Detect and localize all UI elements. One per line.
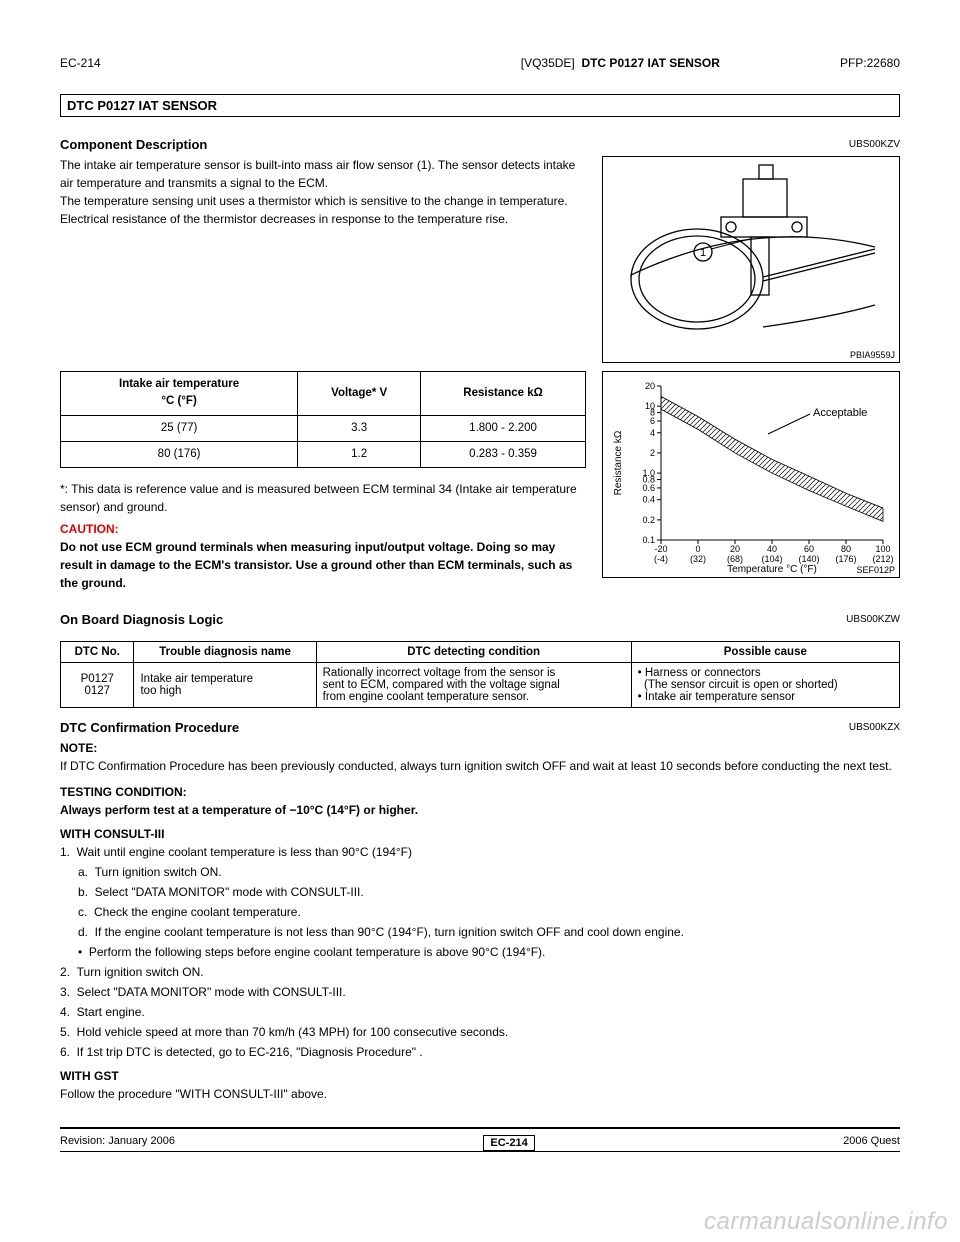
- component-description-text: The intake air temperature sensor is bui…: [60, 156, 586, 363]
- onboard-heading: On Board Diagnosis Logic: [60, 612, 223, 627]
- chart-note-and-table: Intake air temperature °C (°F) Voltage* …: [60, 371, 586, 592]
- svg-text:(68): (68): [727, 554, 743, 564]
- with-gst-heading: WITH GST: [60, 1067, 900, 1085]
- footer-revision: Revision: January 2006: [60, 1135, 175, 1151]
- svg-text:6: 6: [650, 416, 655, 426]
- footer-model: 2006 Quest: [843, 1135, 900, 1151]
- svg-text:Temperature °C (°F): Temperature °C (°F): [727, 564, 817, 575]
- figure-resistance-chart: 201086421.00.80.60.40.20.1Resistance kΩ-…: [602, 371, 900, 578]
- svg-text:Acceptable: Acceptable: [813, 407, 867, 419]
- svg-text:0.2: 0.2: [642, 515, 655, 525]
- svg-text:4: 4: [650, 428, 655, 438]
- steps-list: 1. Wait until engine coolant temperature…: [60, 843, 900, 1061]
- svg-text:(-4): (-4): [654, 554, 668, 564]
- svg-text:-20: -20: [654, 544, 667, 554]
- svg-text:(32): (32): [690, 554, 706, 564]
- confirm-code: UBS00KZX: [849, 722, 900, 739]
- figure-1-label: PBIA9559J: [850, 350, 895, 360]
- caution-text: Do not use ECM ground terminals when mea…: [60, 538, 586, 592]
- gst-text: Follow the procedure "WITH CONSULT-III" …: [60, 1085, 900, 1103]
- section-header: DTC P0127 IAT SENSOR: [60, 94, 900, 117]
- svg-text:Resistance kΩ: Resistance kΩ: [613, 430, 624, 495]
- note-label: NOTE:: [60, 741, 97, 755]
- svg-text:40: 40: [767, 544, 777, 554]
- testing-condition-text: Always perform test at a temperature of …: [60, 801, 900, 819]
- table-row: 80 (176) 1.2 0.283 - 0.359: [61, 441, 586, 467]
- figure-2-label: SEF012P: [856, 565, 895, 575]
- component-desc-heading: Component Description: [60, 137, 207, 152]
- svg-text:60: 60: [804, 544, 814, 554]
- svg-text:0.4: 0.4: [642, 495, 655, 505]
- spec-hdr-temp: Intake air temperature °C (°F): [61, 372, 298, 416]
- svg-text:20: 20: [645, 381, 655, 391]
- figure-sensor: 1 PBIA9559J: [602, 156, 900, 363]
- svg-text:1: 1: [700, 247, 706, 259]
- dtc-table: DTC No. Trouble diagnosis name DTC detec…: [60, 641, 900, 708]
- testing-condition-label: TESTING CONDITION:: [60, 785, 187, 799]
- chart-star-note: *: This data is reference value and is m…: [60, 480, 586, 516]
- confirm-heading: DTC Confirmation Procedure: [60, 720, 239, 735]
- caution-label: CAUTION:: [60, 522, 119, 536]
- spec-hdr-resistance: Resistance kΩ: [421, 372, 586, 416]
- svg-text:(176): (176): [835, 554, 856, 564]
- svg-text:0.1: 0.1: [642, 535, 655, 545]
- svg-text:0: 0: [695, 544, 700, 554]
- svg-text:20: 20: [730, 544, 740, 554]
- table-row: 25 (77) 3.3 1.800 - 2.200: [61, 415, 586, 441]
- header-component: [VQ35DE] DTC P0127 IAT SENSOR PFP:22680: [521, 56, 900, 70]
- footer-page-number: EC-214: [483, 1135, 534, 1151]
- svg-text:(104): (104): [761, 554, 782, 564]
- with-consult-heading: WITH CONSULT-III: [60, 825, 900, 843]
- svg-text:100: 100: [875, 544, 890, 554]
- component-desc-code: UBS00KZV: [849, 139, 900, 156]
- header-page-code: EC-214: [60, 56, 101, 70]
- watermark: carmanualsonline.info: [704, 1208, 948, 1236]
- svg-text:0.6: 0.6: [642, 483, 655, 493]
- svg-text:(212): (212): [872, 554, 893, 564]
- svg-text:2: 2: [650, 448, 655, 458]
- spec-hdr-voltage: Voltage* V: [298, 372, 421, 416]
- svg-text:(140): (140): [798, 554, 819, 564]
- confirm-note: If DTC Confirmation Procedure has been p…: [60, 757, 900, 775]
- onboard-code: UBS00KZW: [846, 614, 900, 631]
- svg-text:80: 80: [841, 544, 851, 554]
- table-row: P0127 0127 Intake air temperature too hi…: [61, 663, 900, 708]
